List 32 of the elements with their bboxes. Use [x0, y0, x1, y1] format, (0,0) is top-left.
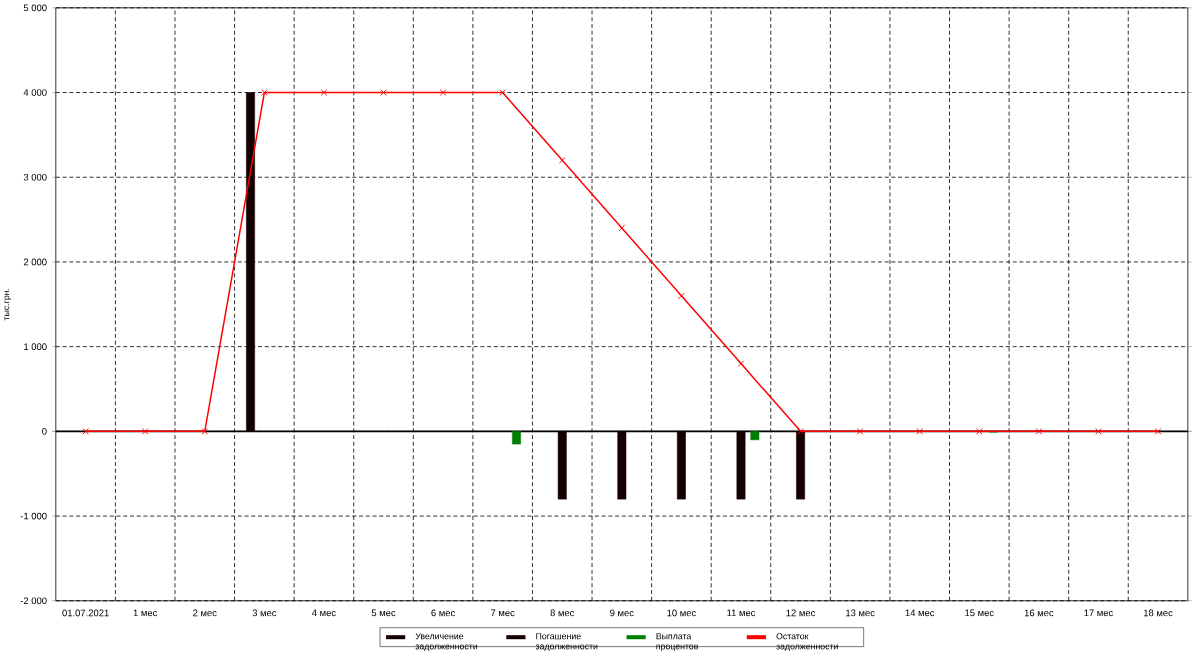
x-tick-label: 18 мес — [1143, 609, 1173, 617]
y-tick-label: 2 000 — [23, 258, 47, 266]
x-tick-label: 1 мес — [133, 609, 158, 617]
x-tick-label: 15 мес — [965, 609, 994, 617]
x-tick-label: 10 мес — [667, 609, 696, 617]
x-tick-label: 01.07.2021 — [62, 609, 109, 617]
x-tick-label: 7 мес — [491, 609, 515, 617]
legend-label: Выплата процентов — [656, 633, 698, 652]
y-tick-label: 4 000 — [23, 89, 47, 96]
legend-label: Остаток задолженности — [776, 633, 838, 652]
y-tick-label: 1 000 — [24, 343, 47, 350]
y-tick-label: 3 000 — [23, 173, 47, 181]
legend-label: Увеличение задолженности — [415, 633, 478, 652]
x-tick-label: 17 мес — [1084, 609, 1113, 617]
y-axis-title: тыс.грн. — [4, 288, 12, 321]
x-tick-label: 5 мес — [371, 609, 396, 617]
y-tick-label: -1 000 — [20, 512, 47, 520]
x-tick-label: 9 мес — [610, 609, 634, 617]
x-tick-label: 4 мес — [311, 609, 336, 617]
x-tick-label: 6 мес — [431, 609, 455, 617]
x-tick-label: 8 мес — [550, 609, 575, 617]
x-tick-label: 3 мес — [252, 609, 277, 617]
y-tick-label: 5 000 — [23, 4, 47, 12]
x-tick-label: 11 мес — [727, 609, 756, 617]
y-tick-label: -2 000 — [20, 597, 47, 605]
y-tick-label: 0 — [42, 428, 47, 435]
x-tick-label: 13 мес — [846, 609, 875, 617]
x-tick-label: 12 мес — [786, 609, 816, 617]
legend-label: Погашение задолженности — [535, 633, 598, 652]
x-tick-label: 14 мес — [905, 609, 935, 617]
x-tick-label: 2 мес — [193, 609, 217, 617]
x-tick-label: 16 мес — [1024, 609, 1054, 617]
